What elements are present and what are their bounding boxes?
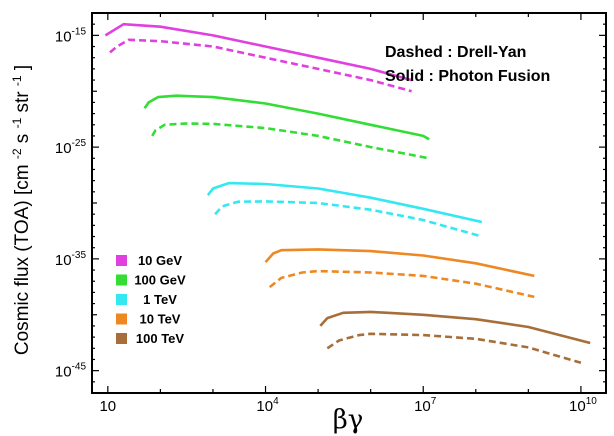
legend-label-10-tev: 10 TeV <box>140 312 181 327</box>
y-tick-labels: 10-15 10-25 10-35 10-45 <box>55 26 87 380</box>
annotation-dashed: Dashed : Drell-Yan <box>385 44 526 61</box>
series-line-10-gev-drell-yan <box>109 38 412 93</box>
legend-swatch-100-tev <box>116 333 127 344</box>
annotation-box: Dashed : Drell-Yan Solid : Photon Fusion <box>385 44 550 85</box>
y-tick-label: 10-45 <box>55 362 87 381</box>
legend: 10 GeV 100 GeV 1 TeV 10 TeV 100 TeV <box>116 253 186 346</box>
series-line-100-tev-drell-yan <box>326 332 582 365</box>
x-axis-title: βγ <box>333 405 364 435</box>
x-tick-labels: 10 104 107 1010 <box>99 396 597 415</box>
annotation-solid: Solid : Photon Fusion <box>385 68 550 85</box>
legend-swatch-10-gev <box>116 255 127 266</box>
series-layer <box>104 22 591 365</box>
y-tick-label: 10-35 <box>55 250 87 269</box>
legend-swatch-100-gev <box>116 274 127 286</box>
legend-swatch-1-tev <box>116 294 127 305</box>
x-tick-label: 10 <box>99 398 116 415</box>
legend-label-10-gev: 10 GeV <box>138 253 182 268</box>
y-tick-label: 10-15 <box>55 26 87 45</box>
y-axis-title: Cosmic flux (TOA) [cm -2 s -1 str -1 ] <box>5 65 33 355</box>
series-line-100-gev-photon-fusion <box>143 94 430 141</box>
axis-ticks <box>92 12 606 394</box>
x-tick-label: 107 <box>414 396 437 415</box>
series-line-100-tev-photon-fusion <box>319 310 591 345</box>
series-line-10-tev-photon-fusion <box>264 248 535 278</box>
legend-swatch-10-tev <box>116 313 127 325</box>
legend-label-100-gev: 100 GeV <box>134 273 186 288</box>
x-tick-label: 1010 <box>569 396 597 415</box>
x-tick-label: 104 <box>256 396 279 415</box>
series-line-1-tev-photon-fusion <box>206 181 483 224</box>
y-tick-label: 10-25 <box>55 138 87 157</box>
series-line-1-tev-drell-yan <box>214 200 483 238</box>
legend-label-100-tev: 100 TeV <box>136 331 185 346</box>
series-line-10-gev-photon-fusion <box>104 22 412 82</box>
legend-label-1-tev: 1 TeV <box>143 292 177 307</box>
series-line-10-tev-drell-yan <box>268 269 535 299</box>
